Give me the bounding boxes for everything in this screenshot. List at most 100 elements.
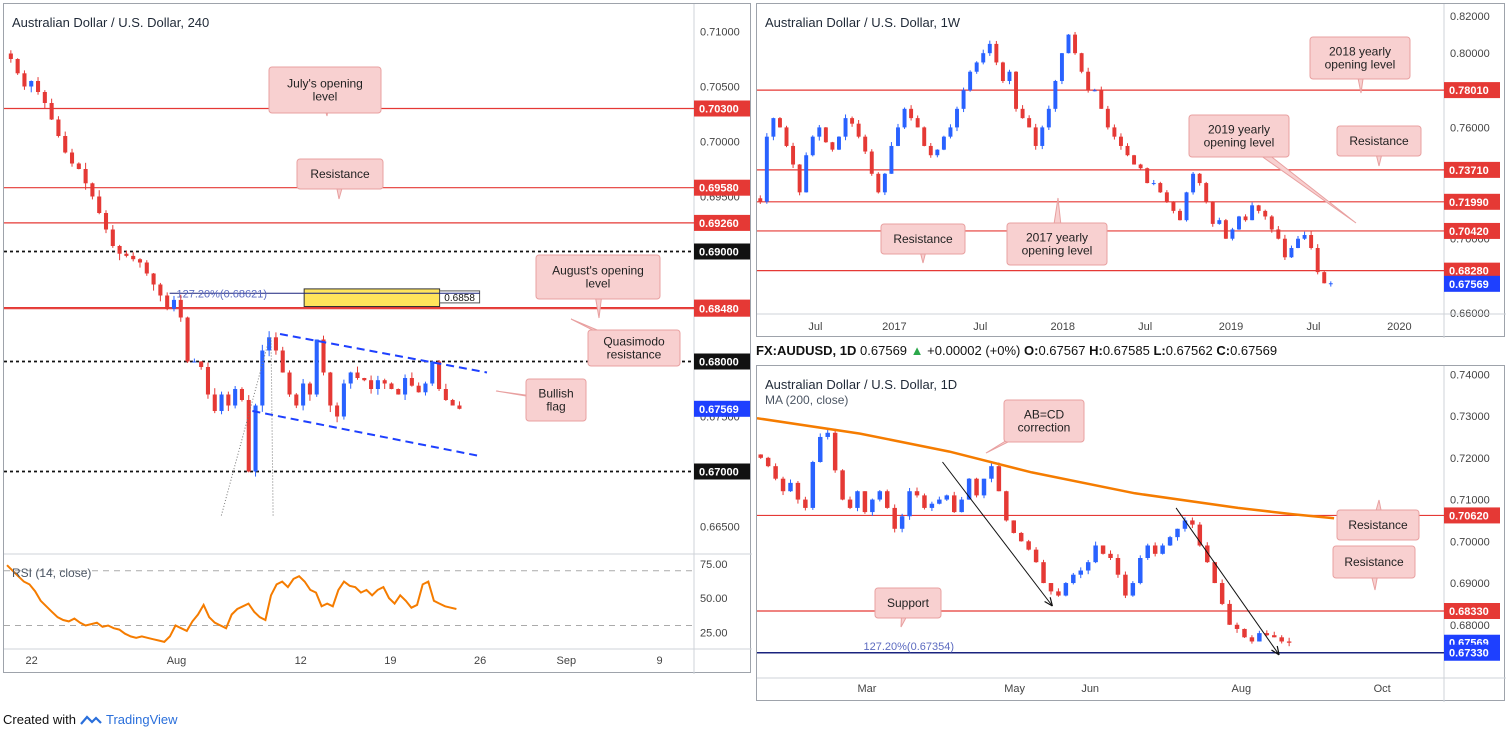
candle-body — [1249, 637, 1255, 642]
weekly-chart-svg[interactable]: 0.820000.800000.760000.720000.700000.680… — [757, 4, 1506, 338]
callout-box — [1336, 509, 1420, 541]
candle-body — [840, 470, 845, 500]
candle-body — [1269, 216, 1274, 230]
level-price-tag — [1444, 161, 1500, 178]
candle-body — [1322, 272, 1327, 284]
candle-body — [1230, 229, 1235, 239]
candle-body — [362, 378, 367, 381]
candle-body — [765, 457, 771, 467]
level-price-label: 0.69260 — [699, 218, 739, 230]
candle-body — [1191, 173, 1196, 193]
candle-body — [1204, 183, 1209, 202]
level-price-tag — [694, 214, 750, 231]
candle-body — [1048, 583, 1054, 592]
level-price-label: 0.67330 — [1449, 648, 1489, 660]
candle-body — [788, 482, 793, 492]
time-tick-label: Aug — [167, 655, 187, 667]
candle-body — [1027, 118, 1032, 128]
candle-body — [1237, 216, 1241, 230]
candle-body — [869, 151, 874, 174]
candle-body — [1272, 635, 1277, 638]
candle-body — [1041, 562, 1046, 584]
candle-body — [777, 118, 782, 128]
candle-body — [1086, 71, 1091, 91]
zone-tag-label: 0.6858 — [444, 293, 475, 304]
candle-body — [15, 59, 20, 74]
flag-lower-line — [252, 410, 481, 458]
level-price-tag — [1444, 644, 1500, 661]
candle-body — [1286, 641, 1292, 643]
candle-body — [1063, 583, 1069, 596]
callout-box — [1309, 36, 1411, 80]
daily-chart-svg[interactable]: 0.74000 0.73000 0.72000 0.71000 0.70000 0.690… — [757, 366, 1506, 702]
high-value: 0.67585 — [1102, 343, 1150, 358]
candle-body — [369, 380, 374, 389]
candle-body — [205, 367, 211, 395]
candle-body — [804, 155, 809, 193]
candle-body — [1018, 532, 1024, 542]
candle-body — [1197, 173, 1202, 184]
high-label: H: — [1089, 343, 1103, 358]
candle-body — [876, 173, 881, 193]
candle-body — [896, 127, 900, 146]
candle-body — [797, 164, 802, 193]
candle-body — [1151, 183, 1156, 185]
weekly-chart-panel[interactable]: 0.820000.800000.760000.720000.700000.680… — [756, 3, 1506, 338]
level-price-tag — [1444, 193, 1500, 210]
candle-body — [1296, 238, 1300, 249]
candle-body — [97, 196, 102, 213]
candle-body — [328, 372, 333, 406]
level-price-label: 0.68280 — [1449, 266, 1489, 278]
candle-body — [764, 136, 769, 202]
daily-chart-panel[interactable]: 0.74000 0.73000 0.72000 0.71000 0.70000 0.690… — [756, 365, 1506, 702]
candle-body — [192, 361, 197, 363]
candle-body — [280, 350, 285, 373]
candle-body — [1138, 164, 1143, 169]
level-price-tag — [694, 300, 750, 317]
candle-body — [144, 262, 149, 274]
callout-text: flag — [546, 400, 565, 414]
level-price-label: 0.69000 — [699, 247, 739, 259]
candle-body — [922, 495, 927, 508]
h4-chart-panel[interactable]: 0.710000.705000.700000.695000.690000.685… — [3, 3, 752, 674]
callout-box — [525, 378, 587, 422]
tradingview-brand[interactable]: TradingView — [105, 712, 178, 727]
candle-body — [294, 394, 299, 406]
candle-body — [847, 499, 853, 508]
price-tick-label: 0.70500 — [700, 82, 740, 94]
time-tick-label: 2019 — [1219, 321, 1243, 333]
candle-body — [1315, 248, 1320, 273]
candle-body — [131, 255, 136, 260]
callout-text: resistance — [607, 348, 662, 362]
time-tick-label: 12 — [295, 655, 307, 667]
candle-body — [348, 372, 353, 384]
candle-body — [909, 108, 914, 119]
candle-body — [178, 299, 183, 318]
callout-text: Bullish — [538, 387, 573, 401]
candle-body — [63, 136, 68, 153]
candle-body — [1059, 53, 1064, 82]
candle-body — [1118, 136, 1123, 146]
candle-body — [1078, 570, 1083, 575]
candle-body — [902, 108, 907, 128]
candle-body — [1256, 205, 1261, 211]
close-value: 0.67569 — [1230, 343, 1278, 358]
candle-body — [1279, 637, 1284, 642]
candle-body — [928, 145, 933, 156]
candle-body — [758, 454, 763, 458]
candle-body — [843, 118, 848, 137]
candle-body — [260, 350, 265, 406]
candle-body — [1242, 628, 1247, 638]
callout-text: Resistance — [1344, 555, 1404, 569]
candle-body — [870, 499, 875, 513]
candle-body — [1152, 545, 1158, 554]
candle-body — [981, 53, 986, 63]
candle-body — [8, 53, 13, 59]
candle-body — [450, 400, 455, 406]
candle-body — [1007, 71, 1012, 82]
candle-body — [171, 299, 177, 309]
h4-chart-svg[interactable]: 0.710000.705000.700000.695000.690000.685… — [4, 4, 752, 674]
candle-body — [1309, 235, 1314, 249]
candle-body — [103, 213, 109, 230]
callout-text: level — [313, 90, 338, 104]
